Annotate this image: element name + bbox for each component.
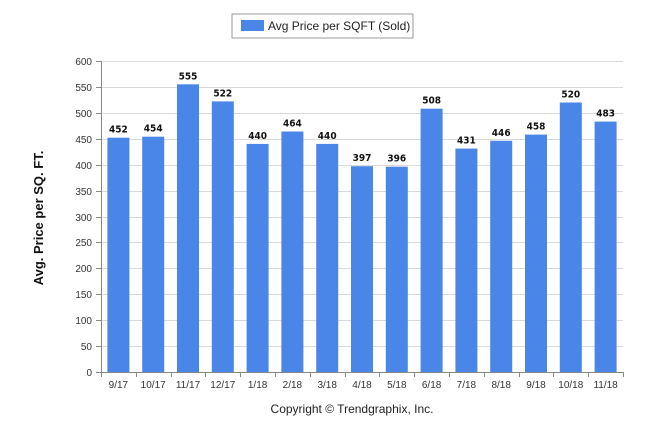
bar-9/18 [525,134,547,372]
x-tick-label: 9/17 [109,380,129,391]
x-tick-label: 2/18 [283,380,303,391]
y-tick-label: 550 [75,83,92,94]
x-tick-label: 3/18 [317,380,337,391]
data-label: 454 [144,124,163,135]
data-label: 440 [248,131,267,142]
bar-11/17 [177,84,199,373]
x-tick-label: 1/18 [248,380,268,391]
bar-10/18 [559,102,582,372]
copyright-text: Copyright © Trendgraphix, Inc. [271,402,434,416]
data-label: 555 [179,71,198,82]
bar-1/18 [246,143,269,372]
x-tick-label: 8/18 [491,380,511,391]
y-tick-label: 200 [75,264,92,275]
bar-4/18 [351,166,373,372]
legend-swatch [241,20,264,31]
bar-5/18 [385,166,408,372]
x-tick-label: 7/18 [457,380,477,391]
y-tick-label: 400 [75,161,92,172]
x-tick-label: 9/18 [526,380,546,391]
y-tick-label: 100 [75,316,92,327]
y-tick-label: 300 [75,213,92,224]
data-label: 396 [387,154,406,165]
y-tick-label: 250 [75,238,92,249]
x-tick-label: 12/17 [210,380,235,391]
bar-8/18 [490,140,513,372]
bar-3/18 [316,143,339,372]
data-labels: 452 454 555 522 440 464 440 397 396 508 431 446 458 5… [109,71,615,164]
data-label: 446 [492,128,511,139]
y-axis: 0 50 100 150 200 250 300 350 400 450 500 550 600 [75,57,102,379]
y-tick-label: 600 [75,57,92,68]
x-tick-label: 6/18 [422,380,442,391]
y-tick-label: 50 [81,342,93,353]
x-tick-label: 10/18 [558,380,583,391]
data-label: 520 [561,90,580,101]
bar-9/17 [107,137,130,372]
data-label: 508 [422,96,441,107]
data-label: 440 [318,131,337,142]
y-tick-label: 450 [75,135,92,146]
bar-10/17 [142,136,165,372]
bar-7/18 [455,148,478,372]
x-tick-label: 4/18 [352,380,372,391]
bars [107,84,617,373]
y-tick-label: 350 [75,187,92,198]
data-label: 452 [109,125,128,136]
x-tick-label: 11/18 [593,380,618,391]
data-label: 458 [527,122,546,133]
x-tick-label: 5/18 [387,380,407,391]
bar-6/18 [420,108,443,372]
bar-2/18 [281,131,304,372]
y-tick-label: 500 [75,109,92,120]
data-label: 483 [596,109,615,120]
bar-12/17 [211,101,234,373]
legend: Avg Price per SQFT (Sold) [231,13,414,39]
y-axis-title: Avg. Price per SQ. FT. [31,151,46,286]
data-label: 397 [353,153,372,164]
y-tick-label: 150 [75,290,92,301]
x-tick-label: 11/17 [176,380,201,391]
data-label: 464 [283,119,302,130]
data-label: 431 [457,136,476,147]
legend-label: Avg Price per SQFT (Sold) [268,19,410,33]
y-tick-label: 0 [86,368,92,379]
x-tick-label: 10/17 [141,380,166,391]
bar-11/18 [594,121,617,372]
x-axis: 9/17 10/17 11/17 12/17 1/18 2/18 3/18 4/18 5/18 6… [101,372,624,391]
data-label: 522 [213,88,232,99]
